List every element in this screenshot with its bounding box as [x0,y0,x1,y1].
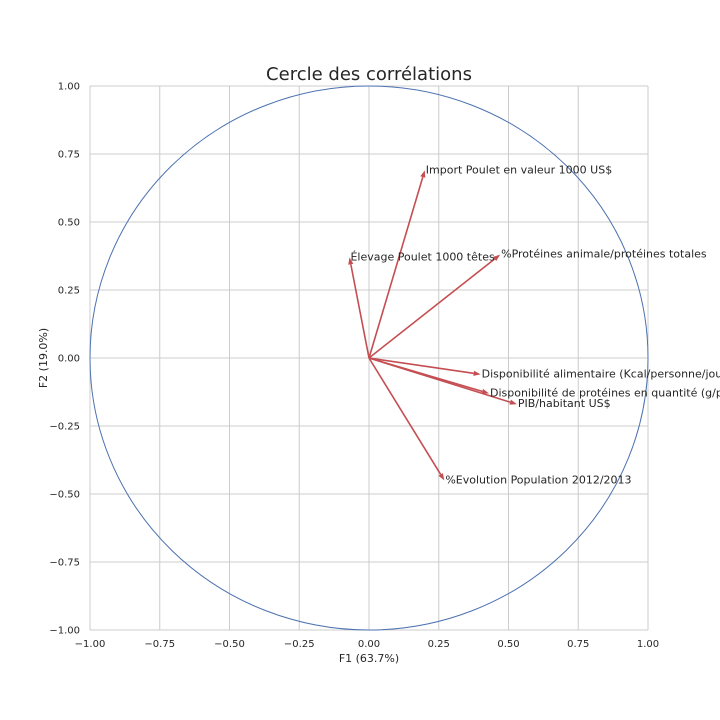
y-tick-label: −0.75 [49,558,80,569]
x-tick-label: 0.00 [358,639,380,650]
x-tick-label: 0.50 [497,639,519,650]
chart-title: Cercle des corrélations [266,64,472,85]
vector-label: %Protéines animale/protéines totales [501,248,707,261]
y-tick-label: −0.25 [49,422,80,433]
y-tick-label: 0.00 [58,354,80,365]
y-axis-label: F2 (19.0%) [37,328,50,388]
vector-arrow-head [420,170,426,178]
vector-arrow-shaft [368,357,511,403]
vector-label: Disponibilité alimentaire (Kcal/personne… [482,367,720,380]
y-tick-label: 0.25 [58,286,80,297]
variable-vectors [348,170,517,481]
x-tick-label: −1.00 [75,639,106,650]
x-tick-label: 1.00 [637,639,659,650]
y-tick-label: 0.75 [58,150,80,161]
vector-arrow-head [473,370,481,376]
vector-arrow-head [509,399,517,405]
unit-circle [89,85,649,631]
vector-arrow-head [493,254,501,262]
x-tick-label: −0.25 [284,639,315,650]
x-tick-label: 0.75 [567,639,589,650]
x-axis-label: F1 (63.7%) [339,652,399,665]
y-tick-label: 1.00 [58,82,80,93]
vector-arrow-head [438,473,445,481]
y-tick-label: −0.50 [49,490,80,501]
vector-arrow-shaft [368,176,424,359]
variable-labels: Import Poulet en valeur 1000 US$ %Protéin… [350,163,720,486]
vector-arrow-head [481,388,489,394]
x-tick-label: 0.25 [428,639,450,650]
y-tick-label: 0.50 [58,218,80,229]
vector-label: PIB/habitant US$ [518,397,611,410]
x-tick-label: −0.50 [214,639,245,650]
vector-label: %Evolution Population 2012/2013 [445,473,631,486]
vector-arrow-shaft [368,357,442,475]
vector-label: Élevage Poulet 1000 têtes [350,250,494,263]
vector-label: Disponibilité de protéines en quantité (… [490,386,720,399]
tick-labels: −1.00 −0.75 −0.50 −0.25 0.00 0.25 0.50 0.75 1.00… [49,82,659,651]
x-tick-label: −0.75 [144,639,175,650]
unit-circle-outline [89,85,649,631]
vector-arrow-head [348,257,354,265]
vector-label: Import Poulet en valeur 1000 US$ [426,163,612,176]
vector-arrow-shaft [350,264,370,359]
vector-arrow-shaft [368,258,496,359]
vector-arrow-shaft [368,357,474,375]
y-tick-label: −1.00 [49,626,80,637]
